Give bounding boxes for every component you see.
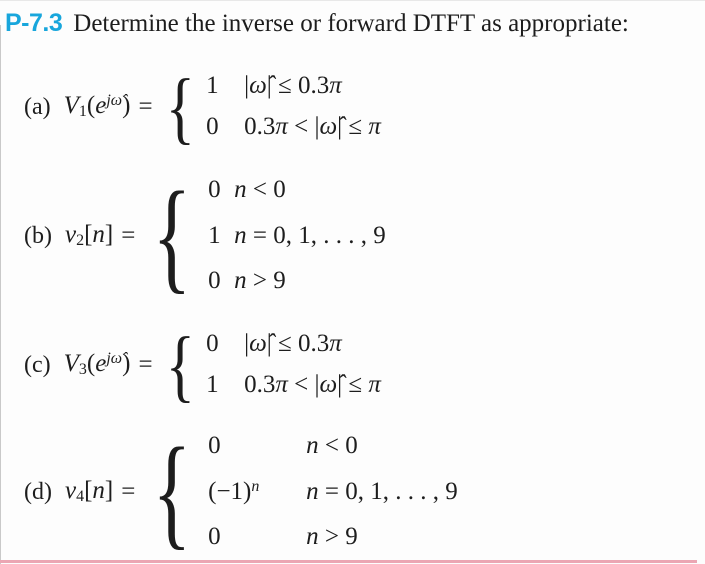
- case-condition: |ω̂| ≤ 0.3π: [244, 72, 342, 100]
- case-row: 1 n = 0, 1, . . . , 9: [208, 222, 386, 251]
- equals-sign: =: [138, 93, 153, 120]
- case-row: 1 |ω̂| ≤ 0.3π: [206, 72, 381, 101]
- case-value: (−1)n: [208, 477, 260, 505]
- case-row: (−1)n n = 0, 1, . . . , 9: [208, 478, 458, 507]
- lhs-expression-c: V3(ejω̂): [63, 350, 131, 379]
- case-value: 0: [206, 330, 219, 358]
- case-condition: |ω̂| ≤ 0.3π: [244, 330, 342, 358]
- lhs-expression-b: v2[n]: [64, 221, 114, 250]
- case-row: 0 n > 9: [208, 523, 458, 552]
- case-value: 1: [206, 371, 219, 398]
- problem-part-b: (b) v2[n] = { 0 n < 0 1 n = 0, 1, . . . …: [24, 171, 386, 301]
- case-condition: n < 0: [306, 431, 358, 459]
- left-border-rule: [0, 25, 1, 564]
- case-value: 0: [206, 113, 219, 140]
- case-condition: n = 0, 1, . . . , 9: [234, 221, 386, 249]
- case-value: 1: [206, 72, 219, 100]
- problem-number-tag: P-7.3: [5, 9, 63, 37]
- equals-sign: =: [138, 351, 153, 378]
- left-brace: {: [165, 320, 195, 410]
- case-condition: n = 0, 1, . . . , 9: [306, 477, 458, 505]
- case-row: 0 n > 9: [208, 267, 386, 296]
- left-brace: {: [152, 422, 192, 562]
- case-value: 0: [208, 267, 221, 295]
- case-row: 0 0.3π < |ω̂| ≤ π: [206, 113, 381, 142]
- case-row: 1 0.3π < |ω̂| ≤ π: [206, 371, 381, 400]
- case-value: 1: [208, 221, 221, 249]
- case-condition: 0.3π < |ω̂| ≤ π: [244, 113, 381, 140]
- case-value: 0: [208, 175, 221, 203]
- case-condition: n > 9: [306, 523, 358, 551]
- case-row: 0 n < 0: [208, 432, 458, 461]
- problem-header: P-7.3 Determine the inverse or forward DT…: [5, 9, 705, 38]
- problem-statement: Determine the inverse or forward DTFT as…: [73, 10, 629, 37]
- part-label-b: (b): [24, 222, 52, 249]
- lhs-expression-d: v4[n]: [64, 477, 114, 506]
- lhs-expression-a: V1(ejω̂): [63, 92, 131, 121]
- bottom-pink-rule: [0, 560, 697, 563]
- part-label-c: (c): [24, 351, 51, 378]
- problem-part-c: (c) V3(ejω̂) = { 0 |ω̂| ≤ 0.3π 1 0.3π < …: [24, 317, 381, 413]
- equals-sign: =: [121, 478, 136, 505]
- case-condition: n > 9: [234, 267, 286, 295]
- case-value: 0: [208, 523, 221, 551]
- case-row: 0 n < 0: [208, 176, 386, 205]
- cases-list-b: 0 n < 0 1 n = 0, 1, . . . , 9 0 n > 9: [208, 176, 386, 296]
- case-value: 0: [208, 431, 221, 459]
- case-condition: 0.3π < |ω̂| ≤ π: [244, 371, 381, 398]
- cases-list-c: 0 |ω̂| ≤ 0.3π 1 0.3π < |ω̂| ≤ π: [206, 330, 381, 400]
- part-label-d: (d): [24, 478, 52, 505]
- part-label-a: (a): [24, 93, 51, 120]
- case-condition: n < 0: [234, 175, 286, 203]
- case-row: 0 |ω̂| ≤ 0.3π: [206, 330, 381, 359]
- cases-list-a: 1 |ω̂| ≤ 0.3π 0 0.3π < |ω̂| ≤ π: [206, 72, 381, 142]
- left-brace: {: [165, 62, 195, 152]
- equals-sign: =: [121, 222, 136, 249]
- left-brace: {: [152, 166, 192, 306]
- cases-list-d: 0 n < 0 (−1)n n = 0, 1, . . . , 9 0 n > …: [208, 432, 458, 552]
- problem-part-a: (a) V1(ejω̂) = { 1 |ω̂| ≤ 0.3π 0 0.3π < …: [24, 63, 381, 151]
- problem-part-d: (d) v4[n] = { 0 n < 0 (−1)n n = 0, 1, . …: [24, 427, 458, 557]
